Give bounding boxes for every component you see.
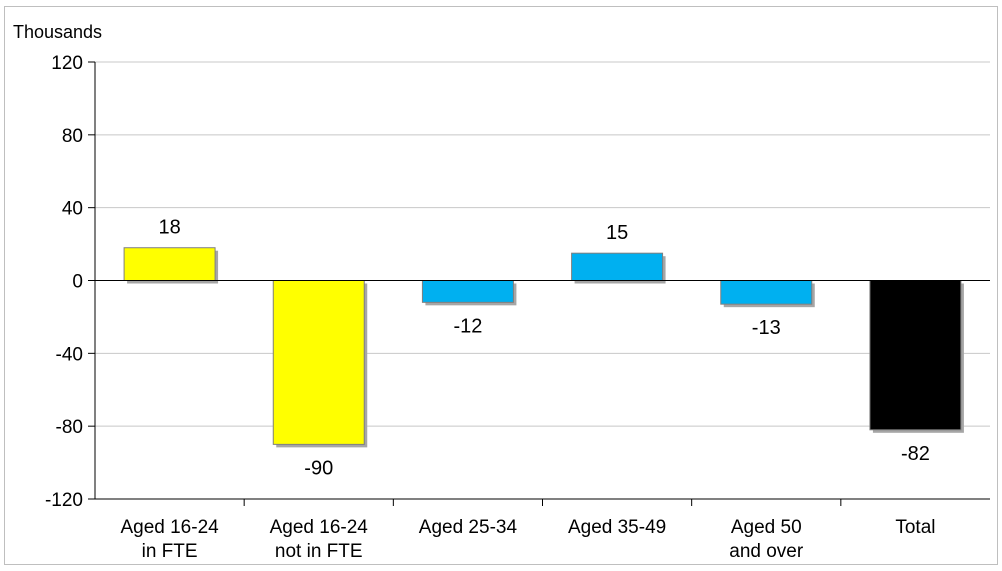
x-category-label: Aged 25-34 [419,517,518,538]
y-unit-label: Thousands [13,22,102,42]
y-tick-labels: 120 80 40 0 -40 -80 -120 [45,53,83,511]
y-tick-label: 40 [62,199,83,220]
x-category-labels: Aged 16-24 in FTE Aged 16-24 not in FTE Aged… [120,517,935,562]
bar [571,252,664,281]
y-tick-label: 80 [62,126,83,147]
value-label: -12 [453,315,482,337]
axes [88,61,990,506]
value-label: 18 [158,217,180,239]
bar [421,280,514,303]
y-tick-label: -80 [56,417,83,438]
x-category-label: Aged 16-24 in FTE [120,517,219,562]
bar [869,280,962,431]
x-category-label: Total [895,517,935,538]
y-tick-label: -40 [56,344,83,365]
bar [123,247,216,282]
value-label: -13 [752,317,781,339]
bar [720,280,813,305]
y-tick-label: -120 [45,490,83,511]
value-label: -82 [901,443,930,465]
y-tick-label: 120 [51,53,83,74]
x-category-label: Aged 35-49 [568,517,666,538]
bars [123,247,964,448]
bar [272,280,365,445]
chart-frame: 120 80 40 0 -40 -80 -120 18 -90 -12 15 -13 -82 Aged… [4,6,998,565]
value-label: -90 [304,457,333,479]
value-labels: 18 -90 -12 15 -13 -82 [158,217,929,480]
value-label: 15 [606,222,628,244]
y-tick-label: 0 [72,272,83,293]
x-category-label: Aged 16-24 not in FTE [270,517,369,562]
bar-chart: 120 80 40 0 -40 -80 -120 18 -90 -12 15 -13 -82 Aged… [13,22,990,562]
x-category-label: Aged 50 and over [729,517,804,562]
